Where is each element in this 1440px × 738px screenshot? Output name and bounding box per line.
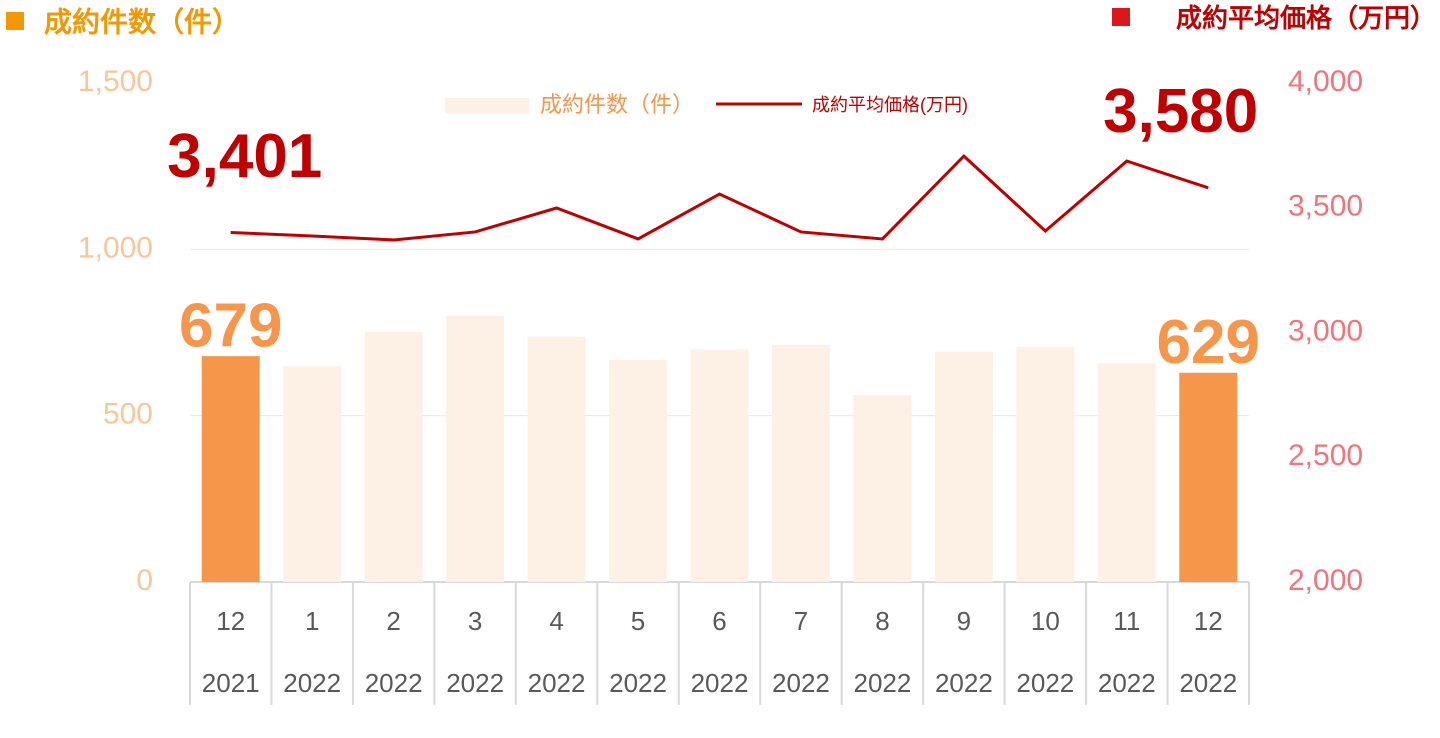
y-title: 成約件数（件） (44, 5, 240, 37)
x-group-label: 2022 (446, 668, 504, 698)
x-tick-label: 6 (712, 606, 726, 636)
y2-tick-label: 3,000 (1288, 314, 1363, 347)
y-title-marker (6, 12, 24, 30)
bar (690, 349, 749, 582)
y2-tick-label: 2,500 (1288, 439, 1363, 472)
legend-swatch (445, 98, 529, 113)
x-group-label: 2022 (1098, 668, 1156, 698)
x-tick-label: 5 (631, 606, 645, 636)
x-tick-label: 7 (794, 606, 808, 636)
bar (771, 344, 830, 582)
bar (1016, 346, 1075, 582)
x-tick-label: 11 (1113, 606, 1140, 636)
legend-label: 成約平均価格(万円) (812, 95, 968, 115)
x-group-label: 2022 (283, 668, 341, 698)
bar (364, 331, 423, 582)
y2-tick-label: 4,000 (1288, 65, 1363, 98)
bar (446, 315, 505, 582)
line (230, 154, 1209, 242)
x-group-label: 2022 (772, 668, 830, 698)
x-group-label: 2021 (202, 668, 260, 698)
x-tick-label: 9 (957, 606, 971, 636)
x-tick-label: 3 (468, 606, 482, 636)
x-group-label: 2022 (365, 668, 423, 698)
x-tick-label: 2 (386, 606, 400, 636)
bar (1179, 372, 1238, 582)
bar (609, 360, 668, 582)
y-tick-label: 1,500 (78, 65, 153, 98)
legend-label: 成約件数（件） (540, 92, 694, 117)
x-group-label: 2022 (935, 668, 993, 698)
y2-title-marker (1112, 8, 1130, 26)
x-tick-label: 1 (305, 606, 319, 636)
x-tick-label: 12 (216, 606, 245, 636)
y2-tick-label: 2,000 (1288, 564, 1363, 597)
x-group-label: 2022 (609, 668, 667, 698)
bar-value-label: 629 (1157, 308, 1260, 377)
y2-tick-label: 3,500 (1288, 190, 1363, 223)
y-tick-label: 0 (136, 564, 153, 597)
line-value-label: 3,401 (167, 122, 322, 191)
bar (283, 366, 342, 582)
x-group-label: 2022 (528, 668, 586, 698)
y-tick-label: 500 (103, 398, 153, 431)
x-group-label: 2022 (1179, 668, 1237, 698)
bar (201, 356, 260, 582)
bar-value-label: 679 (179, 291, 282, 360)
bar (853, 395, 912, 582)
x-group-label: 2022 (1016, 668, 1074, 698)
line-value-label: 3,580 (1103, 77, 1258, 146)
x-group-label: 2022 (691, 668, 749, 698)
x-tick-label: 12 (1194, 606, 1223, 636)
x-tick-label: 8 (875, 606, 889, 636)
x-tick-label: 4 (549, 606, 563, 636)
y2-title: 成約平均価格（万円） (1176, 3, 1436, 33)
bar (527, 336, 586, 582)
bar (934, 351, 993, 582)
x-group-label: 2022 (854, 668, 912, 698)
x-tick-label: 10 (1031, 606, 1060, 636)
y-tick-label: 1,000 (78, 231, 153, 264)
bar (1097, 363, 1156, 582)
